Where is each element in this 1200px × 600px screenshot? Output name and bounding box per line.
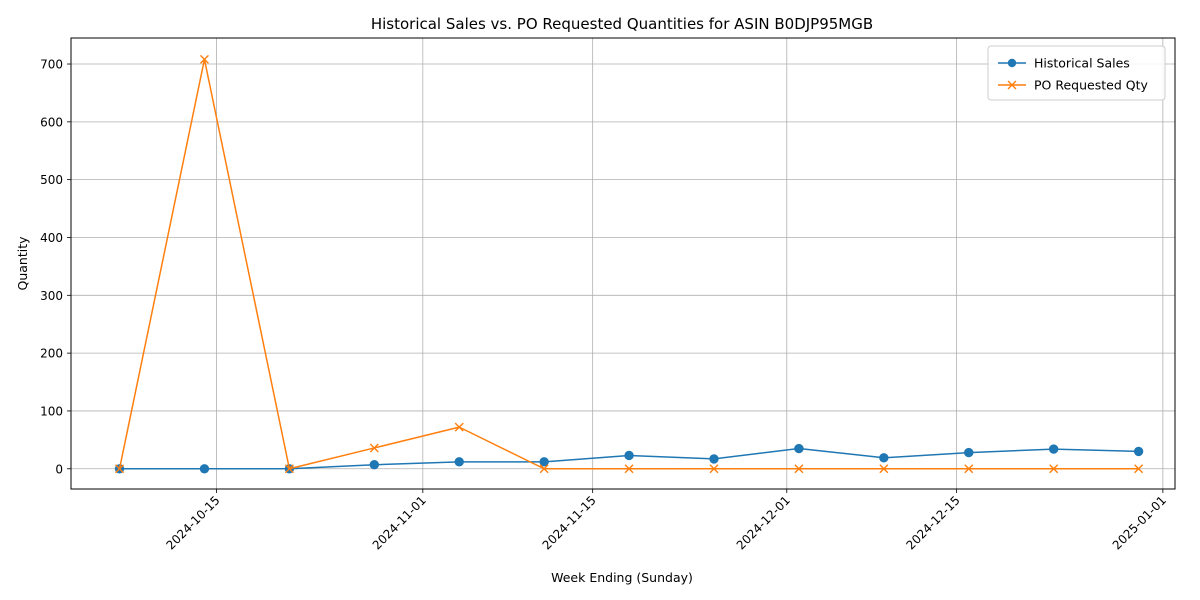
legend: Historical Sales PO Requested Qty: [987, 45, 1166, 101]
data-point: [879, 453, 889, 463]
data-point: [539, 464, 549, 474]
legend-label: Historical Sales: [1034, 56, 1130, 71]
data-point: [709, 454, 719, 464]
data-point: [624, 450, 634, 461]
grid-lines: [71, 38, 1175, 489]
data-point: [199, 464, 210, 474]
data-point: [1048, 444, 1059, 454]
y-axis-label: Quantity: [15, 236, 30, 291]
chart-title: Historical Sales vs. PO Requested Quanti…: [371, 15, 873, 33]
legend-item: PO Requested Qty: [998, 78, 1148, 93]
data-point: [964, 464, 974, 474]
series-2: [115, 54, 1144, 474]
legend-label: PO Requested Qty: [1034, 78, 1148, 93]
data-point: [624, 464, 634, 474]
y-tick-label: 0: [55, 462, 63, 476]
data-point: [1134, 464, 1144, 474]
y-tick-label: 400: [40, 231, 63, 245]
data-point: [199, 54, 209, 64]
data-point: [709, 464, 719, 474]
legend-item: Historical Sales: [998, 56, 1130, 71]
legend-box: [987, 45, 1166, 101]
data-point: [539, 457, 549, 467]
data-point: [1133, 446, 1144, 457]
plot-frame: [70, 37, 1176, 490]
legend-marker: [1007, 80, 1017, 90]
y-tick-label: 100: [40, 404, 63, 418]
y-tick-label: 500: [40, 173, 63, 187]
data-point: [369, 443, 379, 453]
data-point: [284, 464, 294, 474]
y-tick-label: 300: [40, 289, 63, 303]
y-tick-label: 600: [40, 115, 63, 129]
series-layer: [114, 54, 1144, 474]
data-point: [454, 457, 464, 467]
data-point: [794, 443, 804, 454]
y-tick-label: 200: [40, 347, 63, 361]
x-axis-label: Week Ending (Sunday): [551, 570, 693, 585]
data-point: [794, 464, 804, 474]
data-point: [964, 447, 974, 458]
y-tick-label: 700: [40, 58, 63, 72]
data-point: [454, 422, 464, 432]
data-point: [1049, 464, 1059, 474]
data-point: [115, 464, 125, 474]
data-point: [879, 464, 889, 474]
legend-marker: [1007, 58, 1017, 68]
data-point: [369, 460, 379, 470]
